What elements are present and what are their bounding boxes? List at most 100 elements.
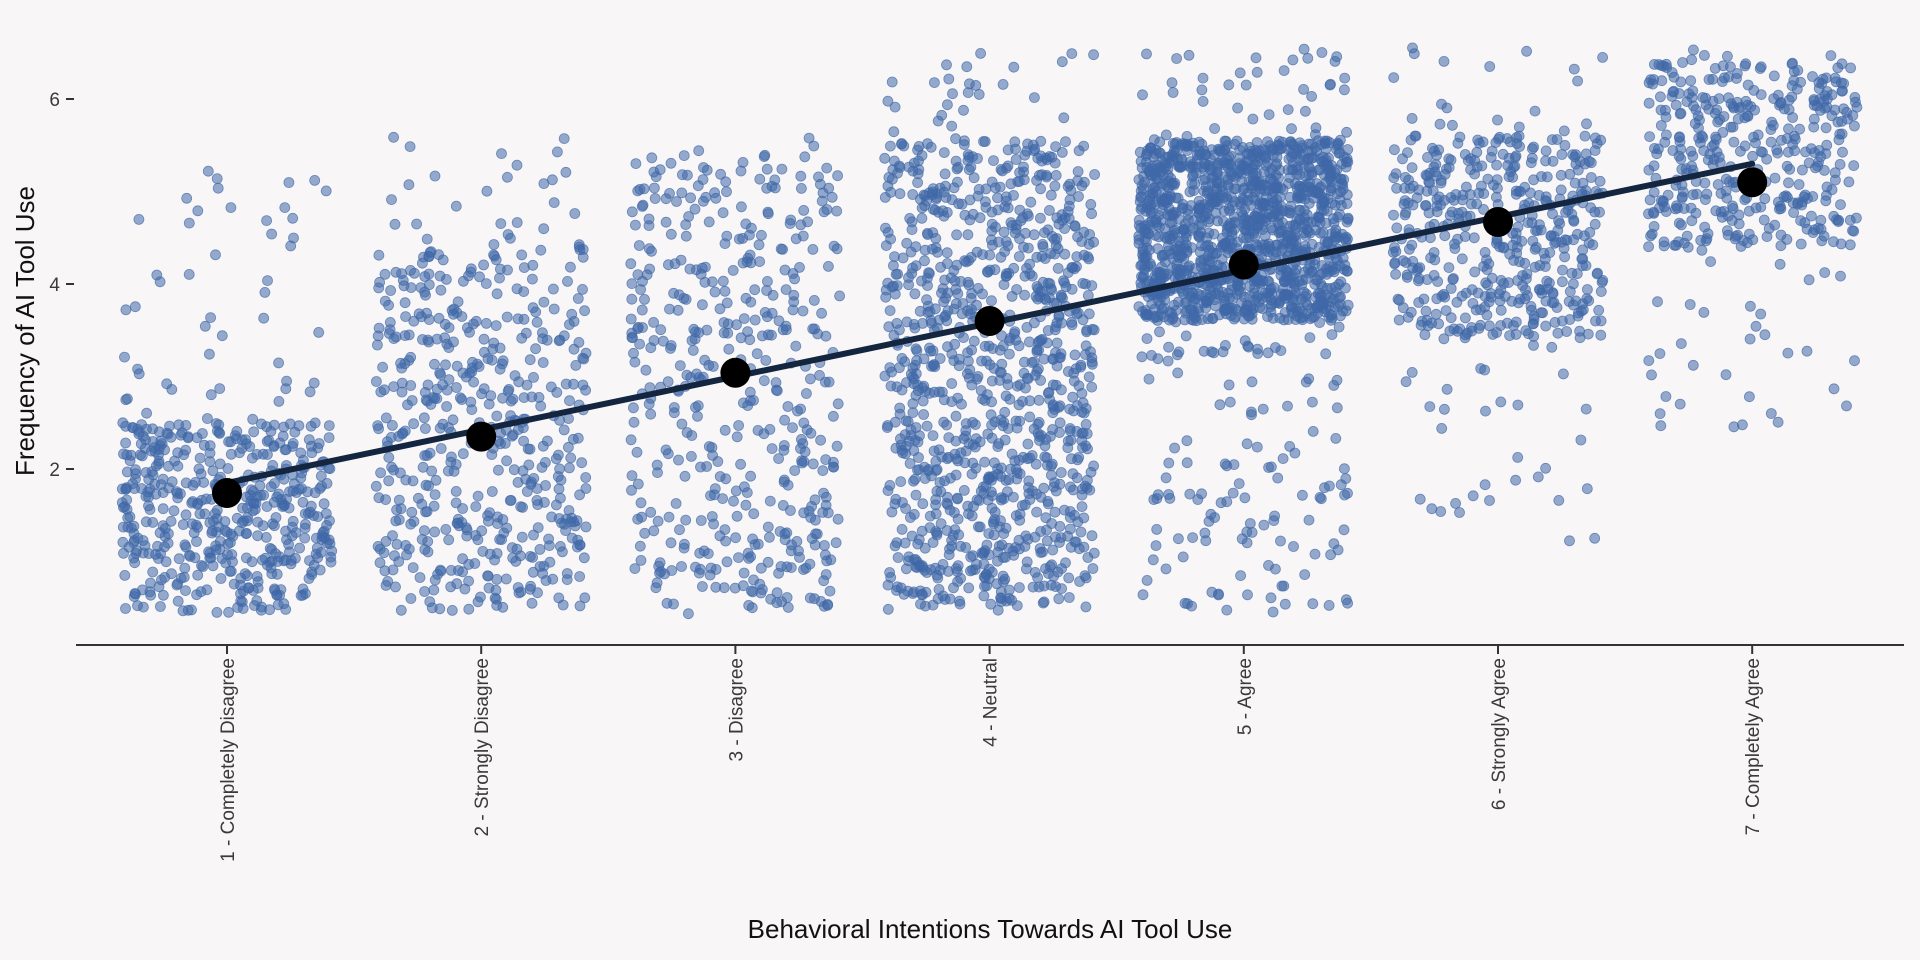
data-point xyxy=(1037,546,1048,558)
data-point xyxy=(1534,260,1546,271)
data-point xyxy=(187,479,199,491)
data-point xyxy=(794,552,805,563)
data-point xyxy=(1035,212,1046,224)
data-point xyxy=(1163,457,1175,469)
data-point xyxy=(1149,312,1160,324)
data-point xyxy=(419,423,431,434)
data-point xyxy=(378,384,390,396)
data-point xyxy=(791,536,803,547)
data-point xyxy=(1793,179,1805,190)
data-point xyxy=(1512,399,1524,411)
x-tick-label: 2 - Strongly Disagree xyxy=(472,658,493,836)
data-point xyxy=(1577,253,1589,265)
mean-point xyxy=(466,421,497,452)
data-point xyxy=(965,565,976,577)
data-point xyxy=(548,303,560,315)
data-point xyxy=(207,465,219,477)
data-point xyxy=(1044,204,1055,216)
data-point xyxy=(1063,572,1075,584)
data-point xyxy=(1042,224,1054,236)
data-point xyxy=(636,511,647,523)
data-point xyxy=(1733,209,1745,221)
data-point xyxy=(1817,73,1829,85)
data-point xyxy=(1039,253,1051,264)
data-point xyxy=(831,440,843,452)
data-point xyxy=(137,535,149,546)
data-point xyxy=(528,371,539,383)
data-point xyxy=(1058,112,1070,124)
data-point xyxy=(429,170,441,182)
data-point xyxy=(152,540,163,552)
data-point xyxy=(625,434,637,446)
data-point xyxy=(511,217,523,228)
data-point xyxy=(1314,291,1326,303)
data-point xyxy=(1029,317,1040,329)
data-point xyxy=(526,597,538,609)
data-point xyxy=(1737,419,1748,431)
data-point xyxy=(1813,83,1825,94)
data-point xyxy=(1198,157,1210,169)
data-point xyxy=(1011,422,1023,434)
data-point xyxy=(1532,471,1544,483)
data-point xyxy=(1030,458,1042,470)
data-point xyxy=(1341,126,1352,138)
data-point xyxy=(805,373,816,385)
data-point xyxy=(832,398,844,410)
data-point xyxy=(1655,420,1667,432)
data-point xyxy=(1142,227,1154,239)
data-point xyxy=(912,385,924,397)
data-point xyxy=(749,284,761,296)
data-point xyxy=(1722,50,1733,62)
data-point xyxy=(926,470,937,482)
data-point xyxy=(1196,84,1208,96)
data-point xyxy=(1503,171,1515,183)
data-point xyxy=(821,162,833,174)
data-point xyxy=(578,552,590,564)
data-point xyxy=(467,356,478,368)
data-point xyxy=(680,293,692,305)
data-point xyxy=(554,463,565,475)
data-point xyxy=(764,495,776,507)
data-point xyxy=(1341,198,1353,210)
data-point xyxy=(1340,473,1352,485)
data-point xyxy=(1166,77,1178,89)
data-point xyxy=(1000,390,1012,402)
data-point xyxy=(964,214,976,226)
data-point xyxy=(1239,218,1251,230)
data-point xyxy=(1072,175,1083,187)
data-point xyxy=(1089,169,1100,180)
data-point xyxy=(897,252,909,264)
data-point xyxy=(457,553,469,565)
data-point xyxy=(472,596,484,608)
data-point xyxy=(938,147,950,159)
data-point xyxy=(1768,70,1780,82)
data-point xyxy=(1059,248,1071,260)
data-point xyxy=(450,200,462,212)
data-point xyxy=(1413,297,1425,308)
data-point xyxy=(1389,144,1400,156)
data-point xyxy=(1160,563,1172,575)
data-point xyxy=(120,420,132,432)
data-point xyxy=(889,101,901,113)
data-point xyxy=(932,572,944,584)
data-point xyxy=(665,228,677,240)
data-point xyxy=(225,202,237,214)
data-point xyxy=(273,395,285,407)
data-point xyxy=(320,508,332,519)
data-point xyxy=(1050,531,1061,543)
data-point xyxy=(1060,557,1071,569)
data-point xyxy=(435,369,447,381)
data-point xyxy=(1789,133,1801,145)
data-point xyxy=(912,177,923,189)
data-point xyxy=(1041,524,1052,536)
data-point xyxy=(426,465,438,477)
data-point xyxy=(1484,495,1495,506)
data-point xyxy=(1452,137,1464,149)
data-point xyxy=(1674,398,1686,410)
data-point xyxy=(1574,325,1585,337)
data-point xyxy=(1783,177,1794,189)
data-point xyxy=(790,233,802,245)
data-point xyxy=(1013,454,1025,466)
data-point xyxy=(271,491,283,503)
data-point xyxy=(309,174,321,186)
